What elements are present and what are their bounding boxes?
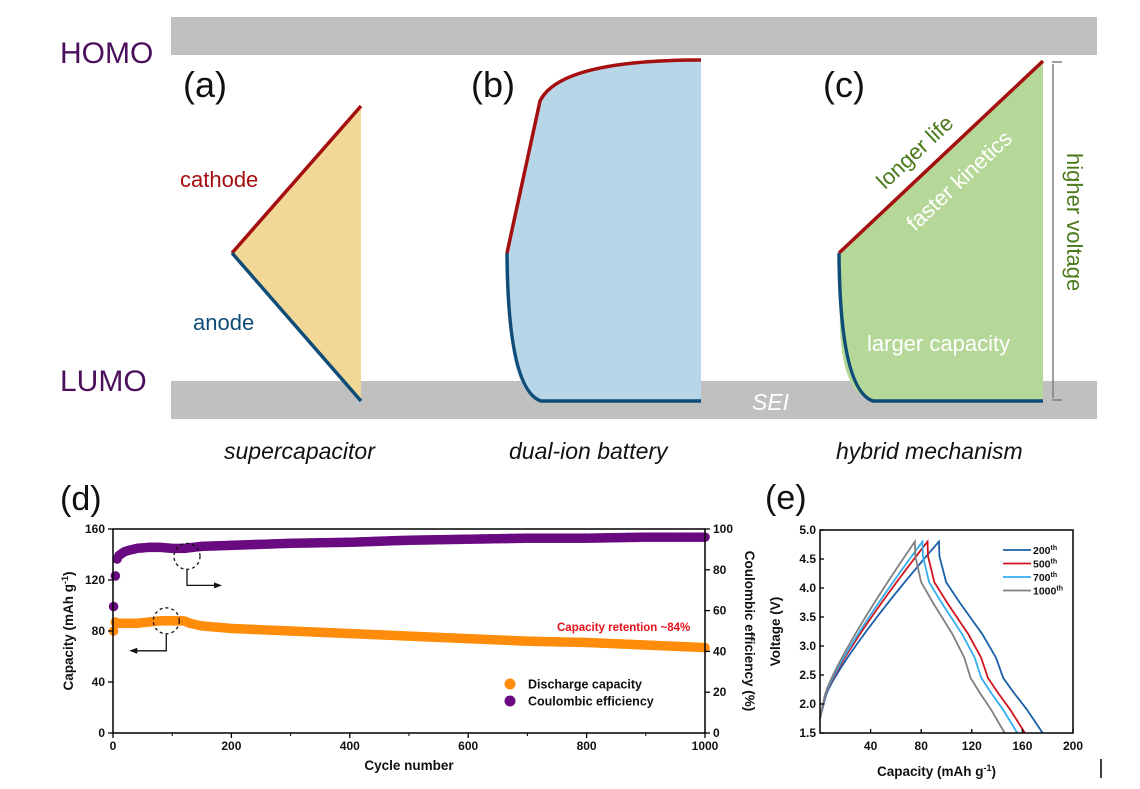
legend-label: 200th [1033,545,1057,557]
y-right-tick-label: 20 [713,685,727,699]
y-tick-label: 40 [92,675,106,689]
x-tick-label: 600 [458,739,478,753]
anode-line-b [505,252,701,403]
legend-label: 1000th [1033,586,1063,598]
x-tick-label: 0 [110,739,117,753]
x-tick-label: 40 [864,739,878,753]
cathode-label: cathode [180,167,258,192]
caption-b: dual-ion battery [509,438,669,464]
cathode-line-a [230,104,363,255]
supercapacitor-area [232,106,361,401]
y-tick-label: 3.5 [799,610,816,624]
higher-voltage-label: higher voltage [1062,153,1087,291]
left-arrowhead [129,647,138,654]
y-right-tick-label: 100 [713,522,733,536]
y-tick-label: 3.0 [799,639,816,653]
x-tick-label: 200 [221,739,241,753]
cycling-chart: 0 200 400 600 800 100004080120160020406080100… [60,522,757,773]
x-tick-label: 1000 [692,739,719,753]
cathode-line-c [837,59,1045,255]
y-right-tick-label: 40 [713,644,727,658]
curve-700th [819,538,1019,734]
legend-label: Discharge capacity [528,678,642,692]
plot-frame [819,529,1074,734]
y-tick-label: 5.0 [799,523,816,537]
left-axis-arrow [136,633,167,652]
x-tick-label: 800 [577,739,597,753]
y-tick-label: 2.0 [799,697,816,711]
curve-1000th [819,538,1006,734]
y-right-axis-label: Coulombic efficiency (%) [742,551,757,712]
voltage-profile-chart: 40 80 120 160 200 1.5 2.0 2.5 3.0 3.5 4.0 4.5 5.0 Cap… [768,523,1083,779]
y-right-tick-label: 60 [713,604,727,618]
y-tick-label: 2.5 [799,668,816,682]
legend-label: 700th [1033,572,1057,584]
right-axis-arrow [186,569,215,587]
larger-capacity-label: larger capacity [867,331,1010,356]
panel-c-tag: (c) [823,64,865,105]
legend-label: Coulombic efficiency [528,695,654,709]
y-right-tick-label: 80 [713,563,727,577]
x-tick-label: 120 [962,739,982,753]
y-tick-label: 1.5 [799,726,816,740]
right-arrowhead [214,582,222,589]
panel-a-tag: (a) [183,64,227,105]
y-right-tick-label: 0 [713,726,720,740]
y-tick-label: 80 [92,624,106,638]
x-tick-label: 160 [1012,739,1032,753]
legend-marker [504,678,516,690]
dual-ion-area [507,60,701,401]
cathode-line-b [505,58,702,254]
curve-500th [819,539,1026,734]
y-axis-label: Voltage (V) [768,597,783,667]
panel-d-tag: (d) [60,480,102,518]
anode-label: anode [193,310,254,335]
voltage-arrow [1052,61,1062,401]
caption-c: hybrid mechanism [836,438,1023,464]
x-axis-label: Cycle number [364,758,454,773]
data-point [110,571,121,581]
panel-e-tag: (e) [765,479,807,517]
y-tick-label: 4.0 [799,581,816,595]
caption-a: supercapacitor [224,438,376,464]
homo-band [171,17,1097,55]
x-tick-label: 400 [340,739,360,753]
sei-label: SEI [752,389,790,415]
curve-200th [819,539,1044,734]
panel-b-tag: (b) [471,64,515,105]
hybrid-area [839,61,1043,401]
series-coulombic-efficiency [108,532,710,612]
y-axis-label: Capacity (mAh g-1) [60,571,76,690]
y-tick-label: 0 [98,726,105,740]
lumo-label: LUMO [60,365,147,398]
x-tick-label: 80 [915,739,929,753]
x-tick-label: 200 [1063,739,1083,753]
y-tick-label: 120 [85,573,105,587]
y-tick-label: 160 [85,522,105,536]
retention-annotation: Capacity retention ~84% [557,622,690,634]
series-discharge-capacity [108,616,710,653]
y-tick-label: 4.5 [799,552,816,566]
anode-line-c [837,252,1043,403]
legend-label: 500th [1033,559,1057,571]
legend-marker [504,695,516,707]
homo-label: HOMO [60,37,153,70]
anode-line-a [230,251,363,403]
x-axis-label: Capacity (mAh g-1) [877,763,996,779]
